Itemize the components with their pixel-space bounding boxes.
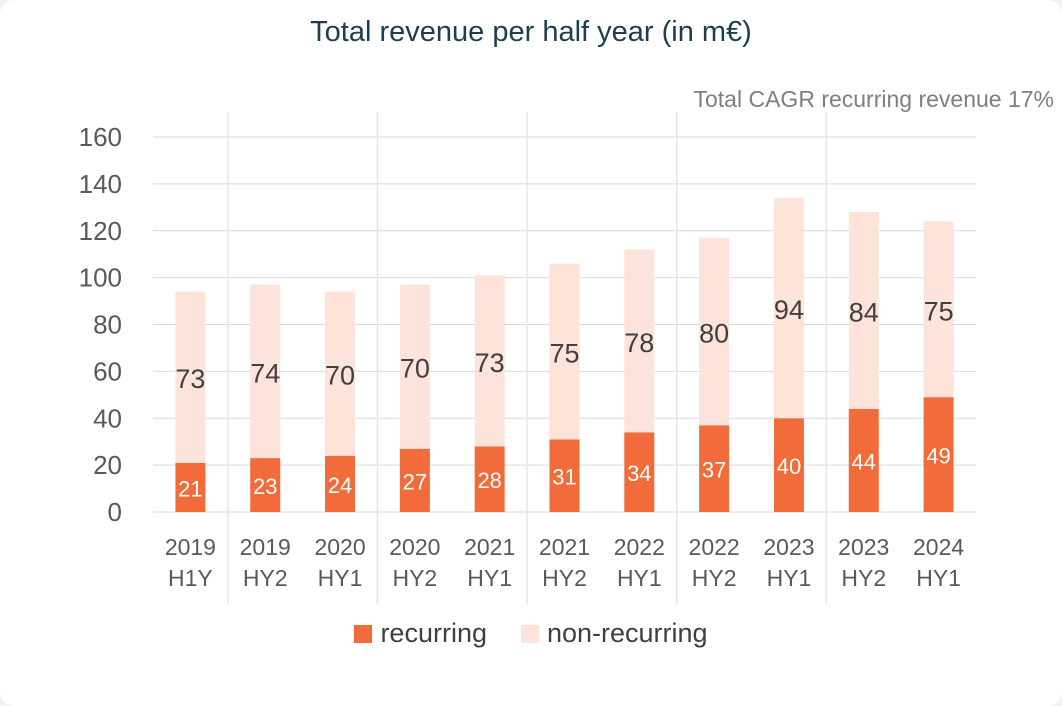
x-tick-label-half: HY2 — [392, 565, 437, 591]
y-tick-label: 20 — [93, 450, 122, 480]
legend-item-recurring: recurring — [354, 618, 487, 649]
legend-label-recurring: recurring — [380, 618, 487, 648]
data-label-recurring: 44 — [852, 449, 876, 474]
bar-non-recurring — [250, 284, 281, 459]
data-label-non-recurring: 70 — [325, 361, 355, 391]
chart-subtitle: Total CAGR recurring revenue 17% — [693, 86, 1055, 112]
chart-title: Total revenue per half year (in m€) — [310, 16, 752, 48]
bar-recurring — [399, 448, 430, 512]
bar-non-recurring — [773, 197, 804, 419]
data-label-recurring: 40 — [777, 454, 801, 479]
bar-recurring — [923, 397, 954, 512]
data-label-non-recurring: 70 — [400, 354, 430, 384]
x-tick-label-half: HY2 — [243, 565, 288, 591]
legend-label-non-recurring: non-recurring — [546, 618, 708, 648]
legend-item-non-recurring: non-recurring — [520, 618, 708, 649]
data-label-recurring: 49 — [926, 444, 950, 469]
x-tick-label-year: 2019 — [165, 534, 216, 560]
bar-non-recurring — [474, 275, 505, 447]
bar-non-recurring — [624, 249, 655, 433]
legend-swatch-non-recurring — [520, 624, 539, 643]
data-label-non-recurring: 78 — [624, 328, 654, 358]
data-label-recurring: 28 — [477, 468, 501, 493]
x-tick-label-half: HY1 — [318, 565, 363, 591]
bar-non-recurring — [923, 221, 954, 398]
x-tick-label-half: HY2 — [841, 565, 886, 591]
x-tick-label-half: HY1 — [467, 565, 512, 591]
bar-recurring — [325, 455, 356, 512]
data-label-recurring: 23 — [253, 474, 277, 499]
bar-recurring — [474, 446, 505, 512]
data-label-non-recurring: 74 — [250, 358, 280, 388]
data-label-non-recurring: 94 — [774, 295, 804, 325]
x-tick-label-half: HY1 — [767, 565, 812, 591]
bar-non-recurring — [325, 291, 356, 456]
y-tick-label: 160 — [79, 122, 122, 152]
legend: recurring non-recurring — [0, 618, 1062, 649]
y-tick-label: 120 — [79, 216, 122, 246]
data-label-recurring: 31 — [552, 465, 576, 490]
legend-swatch-recurring — [354, 624, 373, 643]
y-tick-label: 60 — [93, 356, 122, 386]
bar-non-recurring — [399, 284, 430, 449]
data-label-non-recurring: 80 — [699, 319, 729, 349]
bar-non-recurring — [848, 212, 879, 409]
y-tick-label: 80 — [93, 310, 122, 340]
x-tick-label-year: 2021 — [539, 534, 590, 560]
y-tick-label: 140 — [79, 169, 122, 199]
bar-recurring — [848, 408, 879, 512]
x-tick-label-year: 2024 — [913, 534, 964, 560]
bar-recurring — [624, 432, 655, 512]
data-label-recurring: 37 — [702, 458, 726, 483]
data-label-recurring: 21 — [178, 476, 202, 501]
data-label-recurring: 34 — [627, 461, 651, 486]
bar-recurring — [699, 425, 730, 512]
bar-recurring — [773, 418, 804, 512]
x-tick-label-half: HY1 — [916, 565, 961, 591]
bar-recurring — [250, 458, 281, 512]
bar-recurring — [175, 462, 206, 512]
x-tick-label-year: 2020 — [314, 534, 365, 560]
bar-chart: 0 20 40 60 80 100 120 140 160 21 73 2019 H1Y 23 74 2019… — [79, 112, 976, 604]
data-label-non-recurring: 84 — [849, 297, 879, 327]
bar-non-recurring — [699, 237, 730, 426]
x-tick-label-year: 2019 — [240, 534, 291, 560]
x-tick-label-year: 2022 — [614, 534, 665, 560]
data-label-recurring: 24 — [328, 473, 352, 498]
data-label-non-recurring: 75 — [549, 338, 579, 368]
data-label-non-recurring: 73 — [475, 348, 505, 378]
data-label-non-recurring: 73 — [175, 364, 205, 394]
x-tick-label-year: 2023 — [763, 534, 814, 560]
data-label-non-recurring: 75 — [924, 296, 954, 326]
x-tick-label-year: 2021 — [464, 534, 515, 560]
bar-non-recurring — [175, 291, 206, 463]
y-tick-label: 40 — [93, 403, 122, 433]
y-tick-label: 100 — [79, 263, 122, 293]
x-tick-label-half: HY1 — [617, 565, 662, 591]
bar-non-recurring — [549, 263, 580, 440]
data-label-recurring: 27 — [403, 469, 427, 494]
x-tick-label-year: 2022 — [689, 534, 740, 560]
x-tick-label-half: HY2 — [542, 565, 587, 591]
x-tick-label-year: 2023 — [838, 534, 889, 560]
bar-recurring — [549, 439, 580, 512]
y-tick-label: 0 — [108, 497, 122, 527]
x-tick-label-half: H1Y — [168, 565, 213, 591]
x-tick-label-year: 2020 — [389, 534, 440, 560]
x-tick-label-half: HY2 — [692, 565, 737, 591]
